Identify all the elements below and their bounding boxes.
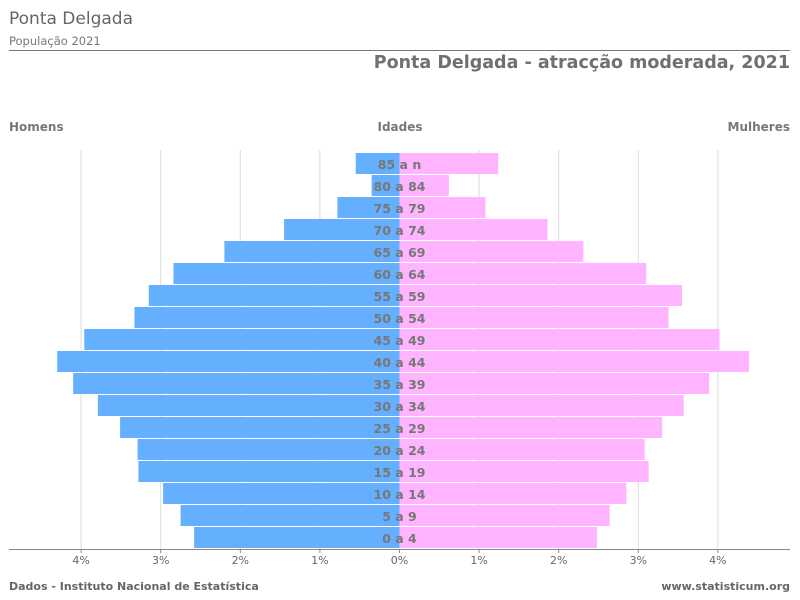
men-bar: [57, 351, 400, 372]
age-group-label: 5 a 9: [382, 509, 417, 524]
site-link[interactable]: www.statisticum.org: [661, 580, 790, 593]
men-bar: [148, 285, 400, 306]
women-bar: [399, 439, 645, 460]
women-bar: [399, 175, 449, 196]
women-bar: [399, 307, 669, 328]
header-title: Ponta Delgada: [9, 9, 133, 29]
women-bar: [399, 241, 584, 262]
men-bar: [173, 263, 400, 284]
men-bar: [284, 219, 400, 240]
women-bar: [399, 153, 499, 174]
age-group-label: 0 a 4: [382, 531, 417, 546]
men-bar: [371, 175, 400, 196]
men-bar: [120, 417, 400, 438]
ages-column-label: Idades: [377, 120, 423, 134]
women-bar: [399, 263, 647, 284]
women-bar: [399, 373, 710, 394]
age-group-label: 60 a 64: [374, 267, 426, 282]
men-bar: [134, 307, 400, 328]
women-bar: [399, 527, 597, 548]
data-source: Dados - Instituto Nacional de Estatístic…: [9, 580, 259, 593]
x-tick-label: 3%: [152, 554, 169, 567]
men-bar: [163, 483, 400, 504]
men-bar: [180, 505, 400, 526]
men-bar: [73, 373, 400, 394]
age-group-label: 50 a 54: [374, 311, 426, 326]
men-bar: [194, 527, 400, 548]
x-tick-label: 4%: [72, 554, 89, 567]
women-column-label: Mulheres: [727, 120, 790, 134]
age-group-label: 65 a 69: [374, 245, 426, 260]
men-bar: [97, 395, 400, 416]
age-group-label: 10 a 14: [374, 487, 426, 502]
chart-title: Ponta Delgada - atracção moderada, 2021: [373, 53, 790, 73]
men-bar: [84, 329, 400, 350]
x-tick-label: 0%: [391, 554, 408, 567]
women-bar: [399, 329, 720, 350]
age-group-label: 80 a 84: [374, 179, 426, 194]
men-column-label: Homens: [9, 120, 64, 134]
header-subtitle: População 2021: [9, 34, 101, 48]
women-bar: [399, 351, 749, 372]
men-bar: [138, 461, 400, 482]
x-tick-label: 4%: [709, 554, 726, 567]
x-tick-label: 3%: [630, 554, 647, 567]
age-group-label: 45 a 49: [374, 333, 426, 348]
age-group-label: 15 a 19: [374, 465, 426, 480]
header-rule: [9, 50, 790, 51]
men-bar: [337, 197, 400, 218]
x-tick-label: 2%: [232, 554, 249, 567]
age-group-label: 35 a 39: [374, 377, 426, 392]
women-bar: [399, 417, 663, 438]
women-bar: [399, 197, 486, 218]
age-group-label: 85 a n: [378, 157, 421, 172]
age-group-label: 70 a 74: [374, 223, 426, 238]
x-tick-label: 1%: [470, 554, 487, 567]
men-bar: [224, 241, 400, 262]
age-group-label: 40 a 44: [374, 355, 426, 370]
women-bar: [399, 219, 548, 240]
x-tick-label: 1%: [311, 554, 328, 567]
age-group-label: 20 a 24: [374, 443, 426, 458]
women-bar: [399, 285, 683, 306]
men-bar: [355, 153, 400, 174]
age-group-label: 75 a 79: [374, 201, 426, 216]
women-bar: [399, 505, 610, 526]
men-bar: [137, 439, 400, 460]
age-group-label: 25 a 29: [374, 421, 426, 436]
x-tick-label: 2%: [550, 554, 567, 567]
women-bar: [399, 461, 649, 482]
age-group-label: 55 a 59: [374, 289, 426, 304]
women-bar: [399, 395, 684, 416]
women-bar: [399, 483, 627, 504]
age-group-label: 30 a 34: [374, 399, 426, 414]
